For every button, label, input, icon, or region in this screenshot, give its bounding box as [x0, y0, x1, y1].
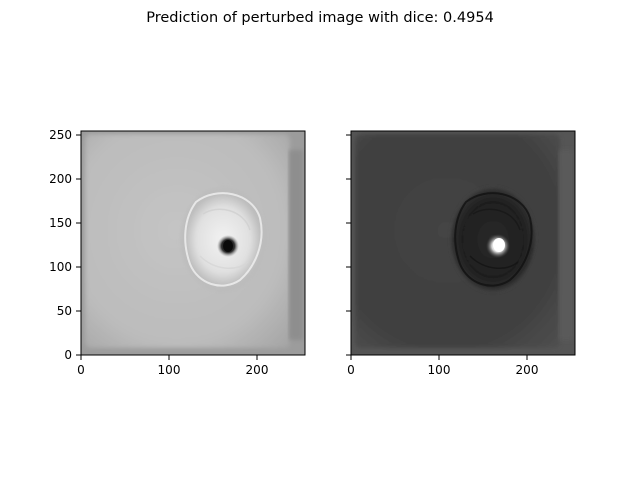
- right-x-tick-label: 200: [516, 363, 539, 377]
- left-heatmap-image: [81, 131, 305, 355]
- left-y-tick-label: 100: [49, 260, 72, 274]
- left-x-tick-label: 100: [158, 363, 181, 377]
- right-x-tick-label: 0: [347, 363, 355, 377]
- left-x-tick-label: 0: [77, 363, 85, 377]
- left-y-tick-label: 200: [49, 172, 72, 186]
- left-x-tick-label: 200: [246, 363, 269, 377]
- right-axes-frame: [350, 130, 576, 356]
- left-axes-frame: [80, 130, 306, 356]
- figure-title: Prediction of perturbed image with dice:…: [146, 10, 494, 26]
- right-axis-tick-marks: [346, 134, 528, 360]
- right-heatmap-image: [351, 131, 575, 355]
- left-y-tick-label: 150: [49, 216, 72, 230]
- left-y-tick-label: 50: [57, 304, 72, 318]
- right-x-tick-label: 100: [428, 363, 451, 377]
- left-axis-tick-marks: [76, 134, 258, 360]
- left-y-tick-label: 250: [49, 128, 72, 142]
- left-y-tick-label: 0: [64, 348, 72, 362]
